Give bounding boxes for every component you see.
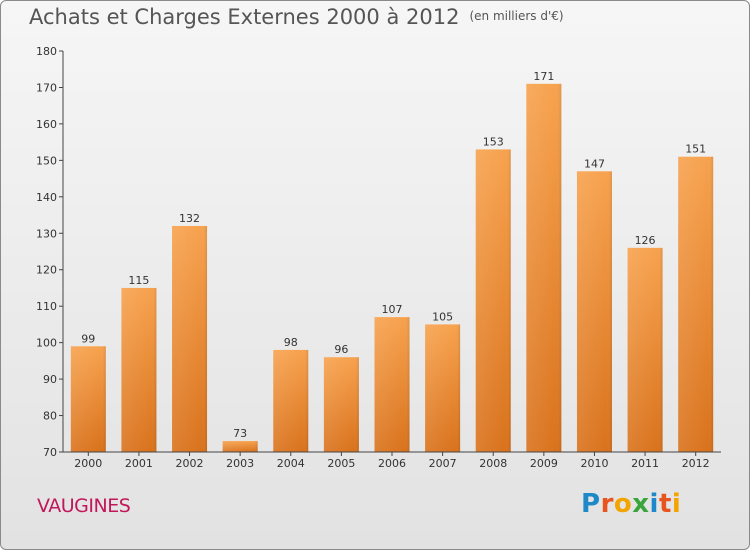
x-tick-label: 2012 bbox=[682, 457, 710, 470]
chart-title-text: Achats et Charges Externes 2000 à 2012 bbox=[29, 5, 460, 29]
y-tick-label: 80 bbox=[43, 410, 57, 423]
x-axis: 2000 2001 2002 2003 2004 2005 2006 2007 2008 2009… bbox=[63, 451, 721, 470]
x-tick-label: 2007 bbox=[429, 457, 457, 470]
logo-letter: i bbox=[671, 489, 682, 519]
y-tick-label: 170 bbox=[36, 81, 57, 94]
y-tick-label: 90 bbox=[43, 373, 57, 386]
bar-value-label: 126 bbox=[635, 234, 656, 247]
x-tick-label: 2009 bbox=[530, 457, 558, 470]
bar-value-label: 147 bbox=[584, 157, 605, 170]
x-tick-label: 2011 bbox=[631, 457, 659, 470]
x-tick-label: 2000 bbox=[74, 457, 102, 470]
y-tick-label: 70 bbox=[43, 446, 57, 459]
bar-shade bbox=[70, 346, 106, 452]
bar-shade bbox=[323, 357, 359, 452]
bar-shade bbox=[121, 287, 157, 452]
y-tick-label: 160 bbox=[36, 118, 57, 131]
bar-value-label: 107 bbox=[382, 303, 403, 316]
bar-value-label: 98 bbox=[284, 336, 298, 349]
bar-shade bbox=[425, 324, 461, 452]
y-tick-label: 100 bbox=[36, 337, 57, 350]
bar-shade bbox=[526, 83, 562, 453]
bar-value-label: 96 bbox=[334, 343, 348, 356]
chart-title: Achats et Charges Externes 2000 à 2012 (e… bbox=[29, 5, 564, 29]
bar-shade bbox=[475, 149, 511, 452]
x-tick-label: 2008 bbox=[479, 457, 507, 470]
y-tick-label: 150 bbox=[36, 154, 57, 167]
y-tick-label: 120 bbox=[36, 264, 57, 277]
bar-value-label: 153 bbox=[483, 135, 504, 148]
logo-letter: i bbox=[649, 489, 659, 519]
bar-value-label: 115 bbox=[128, 274, 149, 287]
bar-value-label: 105 bbox=[432, 310, 453, 323]
y-tick-label: 140 bbox=[36, 191, 57, 204]
logo-letter: t bbox=[658, 489, 672, 519]
bar-value-label: 73 bbox=[233, 427, 247, 440]
x-tick-label: 2002 bbox=[176, 457, 204, 470]
logo-letter: o bbox=[613, 489, 633, 519]
x-tick-label: 2001 bbox=[125, 457, 153, 470]
x-tick-label: 2003 bbox=[226, 457, 254, 470]
y-tick-label: 130 bbox=[36, 227, 57, 240]
bar-value-label: 132 bbox=[179, 212, 200, 225]
bar-value-label: 151 bbox=[685, 143, 706, 156]
proxiti-logo: Proxiti bbox=[581, 489, 681, 519]
logo-letter: x bbox=[632, 489, 650, 519]
logo-letter: P bbox=[581, 489, 601, 519]
bar-shade bbox=[222, 441, 258, 452]
x-tick-label: 2004 bbox=[277, 457, 305, 470]
y-tick-label: 110 bbox=[36, 300, 57, 313]
x-tick-label: 2005 bbox=[327, 457, 355, 470]
bars: 99 115 132 73 98 96 107 105 153 171 147 126 151 bbox=[70, 70, 714, 453]
bar-value-label: 99 bbox=[81, 332, 95, 345]
bar-shade bbox=[576, 171, 612, 453]
chart-unit: (en milliers d'€) bbox=[469, 9, 564, 23]
bar-shade bbox=[172, 225, 208, 452]
y-axis: 70 80 90 100 110 120 130 140 150 160 170 180 bbox=[36, 45, 64, 459]
bar-shade bbox=[374, 317, 410, 452]
bar-shade bbox=[273, 349, 309, 452]
y-tick-label: 180 bbox=[36, 45, 57, 58]
logo-letter: r bbox=[600, 489, 614, 519]
town-name: VAUGINES bbox=[37, 495, 131, 517]
bar-value-label: 171 bbox=[533, 70, 554, 83]
x-tick-label: 2006 bbox=[378, 457, 406, 470]
bar-shade bbox=[627, 247, 663, 452]
bar-shade bbox=[678, 156, 714, 452]
x-tick-label: 2010 bbox=[580, 457, 608, 470]
